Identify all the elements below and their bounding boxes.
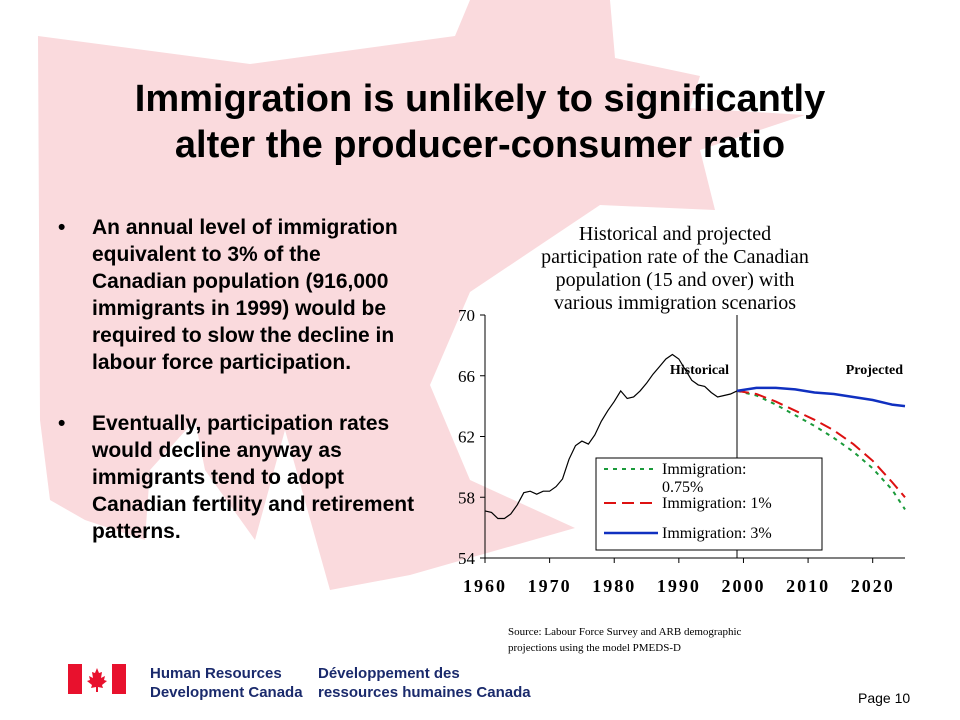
y-tick-label: 70 [458, 306, 475, 325]
source-line-2: projections using the model PMEDS-D [508, 642, 681, 654]
y-tick-label: 54 [458, 549, 476, 568]
slide-title: Immigration is unlikely to significantly… [60, 76, 900, 168]
x-tick-label: 2010 [786, 576, 830, 596]
x-tick-label: 1980 [592, 576, 636, 596]
dept-en-line-2: Development Canada [150, 684, 303, 701]
chart-title-line: Historical and projected [579, 223, 771, 245]
department-name-french: Développement des ressources humaines Ca… [318, 664, 531, 702]
dept-fr-line-2: ressources humaines Canada [318, 684, 531, 701]
bullet-dot-icon: • [58, 412, 66, 435]
bullet-dot-icon: • [58, 216, 66, 239]
department-name-english: Human Resources Development Canada [150, 664, 303, 702]
bullet-item-eventual-decline: • Eventually, participation rates would … [58, 410, 418, 545]
bullet-text: An annual level of immigration equivalen… [92, 216, 398, 374]
legend-label-0-cont: 0.75% [662, 479, 703, 496]
source-line-1: Source: Labour Force Survey and ARB demo… [508, 626, 742, 638]
bullet-item-immigration-level: • An annual level of immigration equival… [58, 214, 418, 376]
series-line-0 [484, 353, 738, 520]
series-line-3 [736, 386, 906, 408]
x-tick-label: 1960 [463, 576, 507, 596]
page-number: Page 10 [858, 690, 911, 706]
series-line-2 [736, 389, 906, 498]
x-tick-label: 1990 [657, 576, 701, 596]
bullet-text: Eventually, participation rates would de… [92, 412, 415, 543]
chart-title-line: various immigration scenarios [554, 292, 796, 314]
dept-en-line-1: Human Resources [150, 665, 282, 682]
projected-label: Projected [846, 363, 903, 378]
x-tick-label: 1970 [528, 576, 572, 596]
legend-label-1: Immigration: 1% [662, 495, 772, 512]
chart-series [484, 353, 906, 520]
chart-legend: Immigration:0.75%Immigration: 1% Immigrat… [595, 457, 823, 551]
x-tick-label: 2000 [721, 576, 765, 596]
chart-title-line: participation rate of the Canadian [541, 246, 809, 268]
title-line-2: alter the producer-consumer ratio [174, 124, 786, 166]
x-tick-label: 2020 [851, 576, 895, 596]
chart-title-line: population (15 and over) with [556, 269, 795, 291]
y-tick-label: 58 [458, 488, 475, 507]
dept-fr-line-1: Développement des [318, 665, 460, 682]
canada-flag-icon [68, 664, 126, 694]
y-tick-label: 62 [458, 428, 475, 447]
historical-label: Historical [670, 363, 729, 378]
y-tick-label: 66 [458, 367, 475, 386]
series-line-1 [736, 389, 906, 510]
bullet-list: • An annual level of immigration equival… [58, 214, 418, 579]
maple-leaf-shape [38, 0, 805, 590]
source-note: Source: Labour Force Survey and ARB demo… [508, 624, 828, 656]
title-line-1: Immigration is unlikely to significantly [134, 78, 826, 120]
chart-axes: 54 58 62 66 70 1960 1970 1980 1990 2000 2010 2020 Hi… [458, 306, 905, 596]
legend-label-0: Immigration: [662, 461, 746, 478]
legend-label-2: Immigration: 3% [662, 525, 772, 542]
